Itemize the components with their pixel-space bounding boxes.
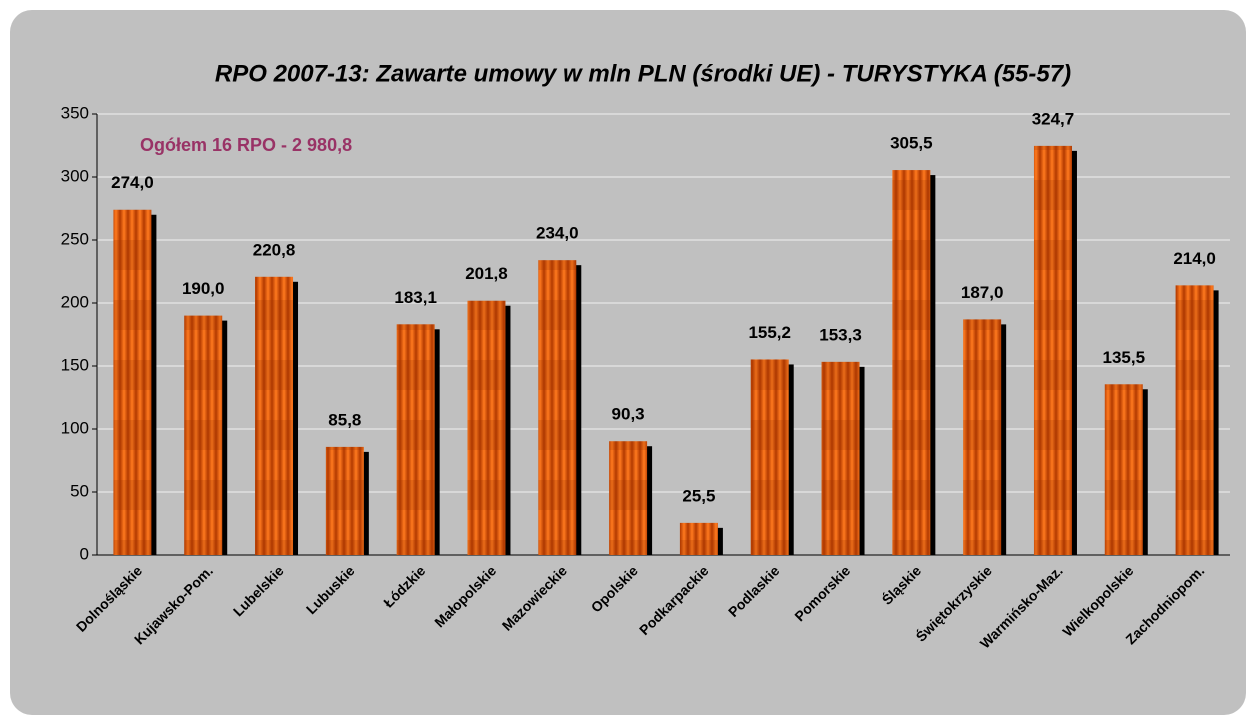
- value-label: 274,0: [111, 173, 154, 192]
- bar: [467, 300, 506, 555]
- y-tick-label: 250: [61, 229, 89, 248]
- value-label: 201,8: [465, 264, 508, 283]
- background: [10, 10, 1246, 715]
- bar: [679, 522, 718, 555]
- chart-title: RPO 2007-13: Zawarte umowy w mln PLN (śr…: [215, 60, 1071, 87]
- value-label: 153,3: [819, 325, 862, 344]
- value-label: 135,5: [1103, 348, 1146, 367]
- bar: [892, 170, 931, 555]
- bar: [821, 361, 860, 555]
- bar: [750, 359, 789, 555]
- value-label: 90,3: [612, 405, 645, 424]
- value-label: 190,0: [182, 279, 225, 298]
- y-tick-label: 0: [80, 544, 89, 563]
- value-label: 155,2: [748, 323, 791, 342]
- value-label: 85,8: [328, 410, 361, 429]
- y-tick-label: 100: [61, 418, 89, 437]
- bar: [1175, 285, 1214, 555]
- value-label: 305,5: [890, 134, 933, 153]
- bar: [1033, 145, 1072, 556]
- bar: [113, 209, 152, 555]
- y-tick-label: 50: [70, 481, 89, 500]
- value-label: 25,5: [682, 486, 715, 505]
- bar: [609, 441, 648, 555]
- annotation: Ogółem 16 RPO - 2 980,8: [140, 135, 352, 155]
- bar: [184, 315, 223, 555]
- bar: [963, 319, 1002, 555]
- value-label: 234,0: [536, 224, 579, 243]
- bar: [538, 260, 577, 555]
- bar: [396, 324, 435, 555]
- bar: [325, 446, 364, 555]
- value-label: 187,0: [961, 283, 1004, 302]
- y-tick-label: 300: [61, 166, 89, 185]
- bar: [1104, 384, 1143, 555]
- bar: [255, 276, 294, 555]
- value-label: 324,7: [1032, 109, 1075, 128]
- value-label: 183,1: [394, 288, 437, 307]
- value-label: 214,0: [1173, 249, 1216, 268]
- y-tick-label: 200: [61, 292, 89, 311]
- value-label: 220,8: [253, 240, 296, 259]
- y-tick-label: 150: [61, 355, 89, 374]
- y-tick-label: 350: [61, 103, 89, 122]
